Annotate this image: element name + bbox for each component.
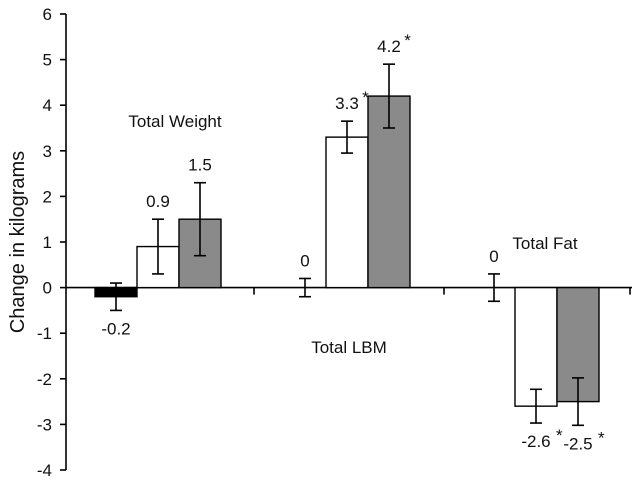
significance-marker: *	[598, 428, 605, 447]
data-label: 0	[300, 251, 309, 270]
y-tick-label: 3	[43, 142, 52, 161]
y-tick-label: 4	[43, 96, 52, 115]
bar-total-lbm-1	[325, 136, 369, 289]
y-tick-label: 0	[43, 279, 52, 298]
data-label: -2.5	[563, 434, 592, 453]
y-tick-label: -4	[37, 461, 52, 480]
data-label: 0.9	[146, 192, 170, 211]
data-label: 1.5	[188, 156, 212, 175]
data-label: 0	[489, 247, 498, 266]
data-label: -0.2	[101, 319, 130, 338]
data-label: 4.2	[377, 37, 401, 56]
y-tick-label: -1	[37, 324, 52, 343]
y-axis-title: Change in kilograms	[7, 151, 29, 333]
y-tick-label: -2	[37, 370, 52, 389]
group-label-total-lbm: Total LBM	[311, 338, 387, 357]
y-tick-label: 6	[43, 5, 52, 24]
group-label-total-weight: Total Weight	[128, 112, 222, 131]
significance-marker: *	[362, 88, 369, 107]
significance-marker: *	[556, 426, 563, 445]
y-tick-label: 2	[43, 187, 52, 206]
y-tick-label: -3	[37, 415, 52, 434]
bars-layer	[94, 63, 600, 427]
bar-total-fat-1	[514, 286, 558, 407]
y-tick-label: 5	[43, 51, 52, 70]
data-label: -2.6	[521, 432, 550, 451]
data-label: 3.3	[335, 94, 359, 113]
y-tick-label: 1	[43, 233, 52, 252]
group-label-total-fat: Total Fat	[512, 234, 577, 253]
significance-marker: *	[404, 31, 411, 50]
